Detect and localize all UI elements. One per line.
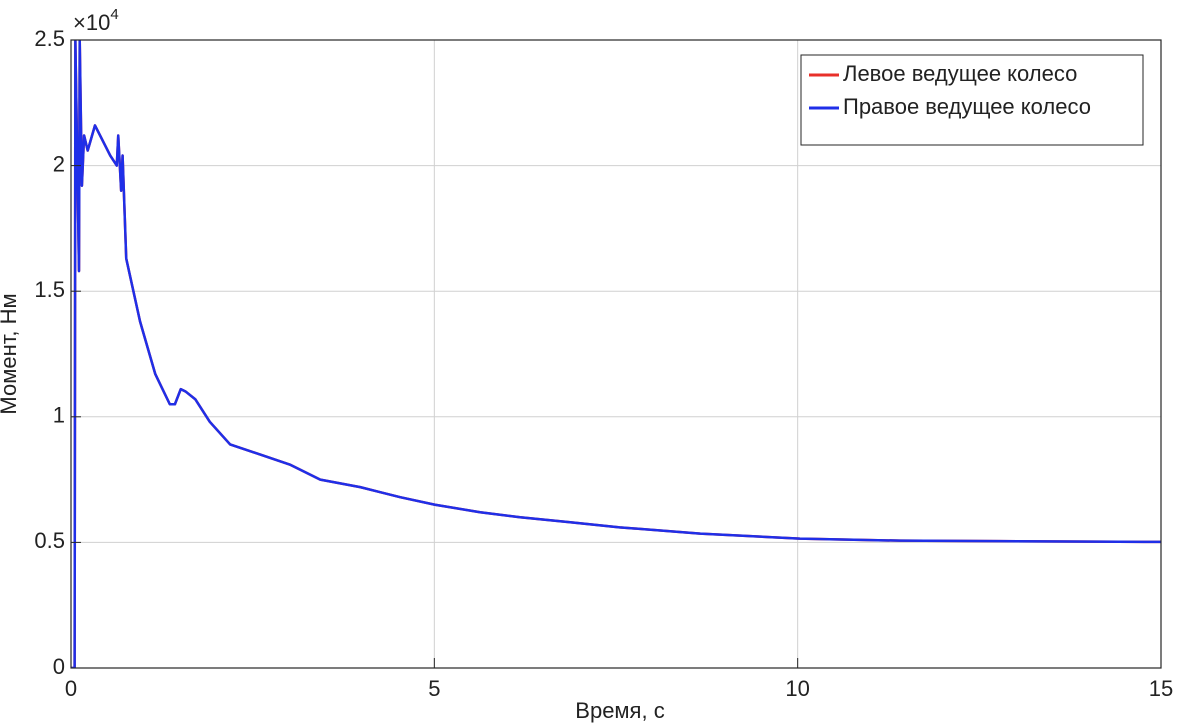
series-line — [71, 40, 1161, 668]
x-axis-label: Время, с — [575, 698, 664, 723]
x-tick-label: 0 — [65, 676, 77, 701]
y-tick-label: 2 — [53, 151, 65, 176]
y-tick-label: 2.5 — [34, 26, 65, 51]
y-tick-label: 0 — [53, 654, 65, 679]
x-tick-label: 5 — [428, 676, 440, 701]
lines — [71, 40, 1161, 668]
axes-box — [70, 39, 1162, 669]
y-axis-label: Момент, Нм — [0, 293, 21, 414]
legend-label: Левое ведущее колесо — [843, 61, 1077, 86]
x-tick-label: 10 — [785, 676, 809, 701]
y-multiplier-base: ×10 — [73, 10, 110, 35]
x-tick-label: 15 — [1149, 676, 1173, 701]
legend-box — [800, 54, 1144, 146]
legend-label: Правое ведущее колесо — [843, 94, 1091, 119]
y-tick-label: 1 — [53, 403, 65, 428]
y-multiplier-exponent: 4 — [110, 6, 118, 23]
y-tick-label: 0.5 — [34, 528, 65, 553]
y-tick-label: 1.5 — [34, 277, 65, 302]
legend: Левое ведущее колесо Правое ведущее колес… — [800, 54, 1144, 146]
y-multiplier: ×104 — [73, 6, 119, 35]
ticks: 0 5 10 15 0 0.5 1 1.5 2 2.5 — [34, 26, 1173, 701]
